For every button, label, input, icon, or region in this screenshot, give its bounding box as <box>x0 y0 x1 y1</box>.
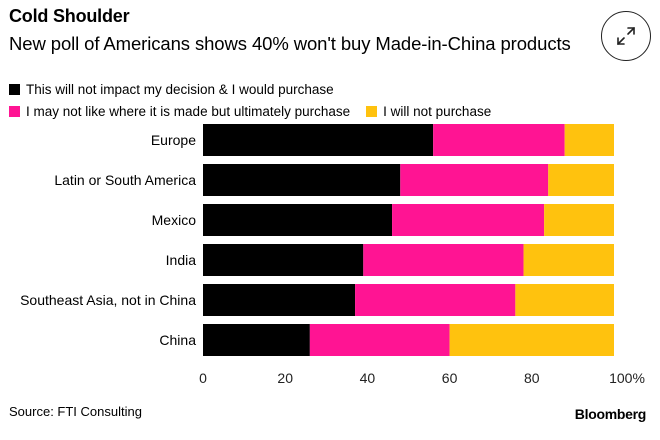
bar-segment <box>203 204 393 236</box>
legend-item-3: I will not purchase <box>366 104 491 119</box>
x-tick-label: 40 <box>360 370 376 386</box>
chart-legend: This will not impact my decision & I wou… <box>9 78 507 122</box>
legend-row-1: This will not impact my decision & I wou… <box>9 78 507 100</box>
bar-segment <box>548 164 614 196</box>
category-label: Europe <box>151 132 196 148</box>
legend-swatch-2 <box>9 105 20 117</box>
bar-segment <box>203 164 401 196</box>
expand-button[interactable] <box>601 11 651 61</box>
bar-segment <box>544 204 614 236</box>
chart-title: Cold Shoulder <box>9 6 130 26</box>
bar-segment <box>400 164 549 196</box>
bar-segment <box>363 244 524 276</box>
bar-segment <box>203 244 364 276</box>
x-tick-label: 80 <box>524 370 540 386</box>
bar-segment <box>309 324 450 356</box>
bar-segment <box>203 284 356 316</box>
category-label: India <box>166 252 197 268</box>
bar-segment <box>203 124 434 156</box>
legend-item-1: This will not impact my decision & I wou… <box>9 82 334 97</box>
legend-label-1: This will not impact my decision & I wou… <box>26 81 334 97</box>
legend-swatch-1 <box>9 83 20 95</box>
legend-row-2: I may not like where it is made but ulti… <box>9 100 507 122</box>
bar-segment <box>449 324 614 356</box>
bar-segment <box>523 244 614 276</box>
bar-segment <box>433 124 565 156</box>
category-label: China <box>159 332 196 348</box>
category-label: Mexico <box>152 212 197 228</box>
expand-arrows-icon <box>617 27 635 45</box>
chart-subtitle: New poll of Americans shows 40% won't bu… <box>9 33 571 54</box>
x-tick-label: 60 <box>442 370 458 386</box>
bar-segment <box>564 124 614 156</box>
category-label: Southeast Asia, not in China <box>20 292 196 308</box>
x-tick-label: 100% <box>609 370 645 386</box>
legend-item-2: I may not like where it is made but ulti… <box>9 104 350 119</box>
bar-segment <box>392 204 545 236</box>
brand-logo: Bloomberg <box>574 406 647 422</box>
x-tick-label: 0 <box>199 370 207 386</box>
bar-segment <box>203 324 310 356</box>
x-tick-label: 20 <box>277 370 293 386</box>
bar-segment <box>355 284 516 316</box>
category-label: Latin or South America <box>54 172 196 188</box>
bar-segment <box>515 284 614 316</box>
source-note: Source: FTI Consulting <box>9 404 142 419</box>
legend-label-2: I may not like where it is made but ulti… <box>26 103 351 119</box>
stacked-bar-chart: Europe Latin or South America Mexico India S… <box>20 124 645 386</box>
legend-label-3: I will not purchase <box>383 103 492 119</box>
legend-swatch-3 <box>366 105 378 117</box>
